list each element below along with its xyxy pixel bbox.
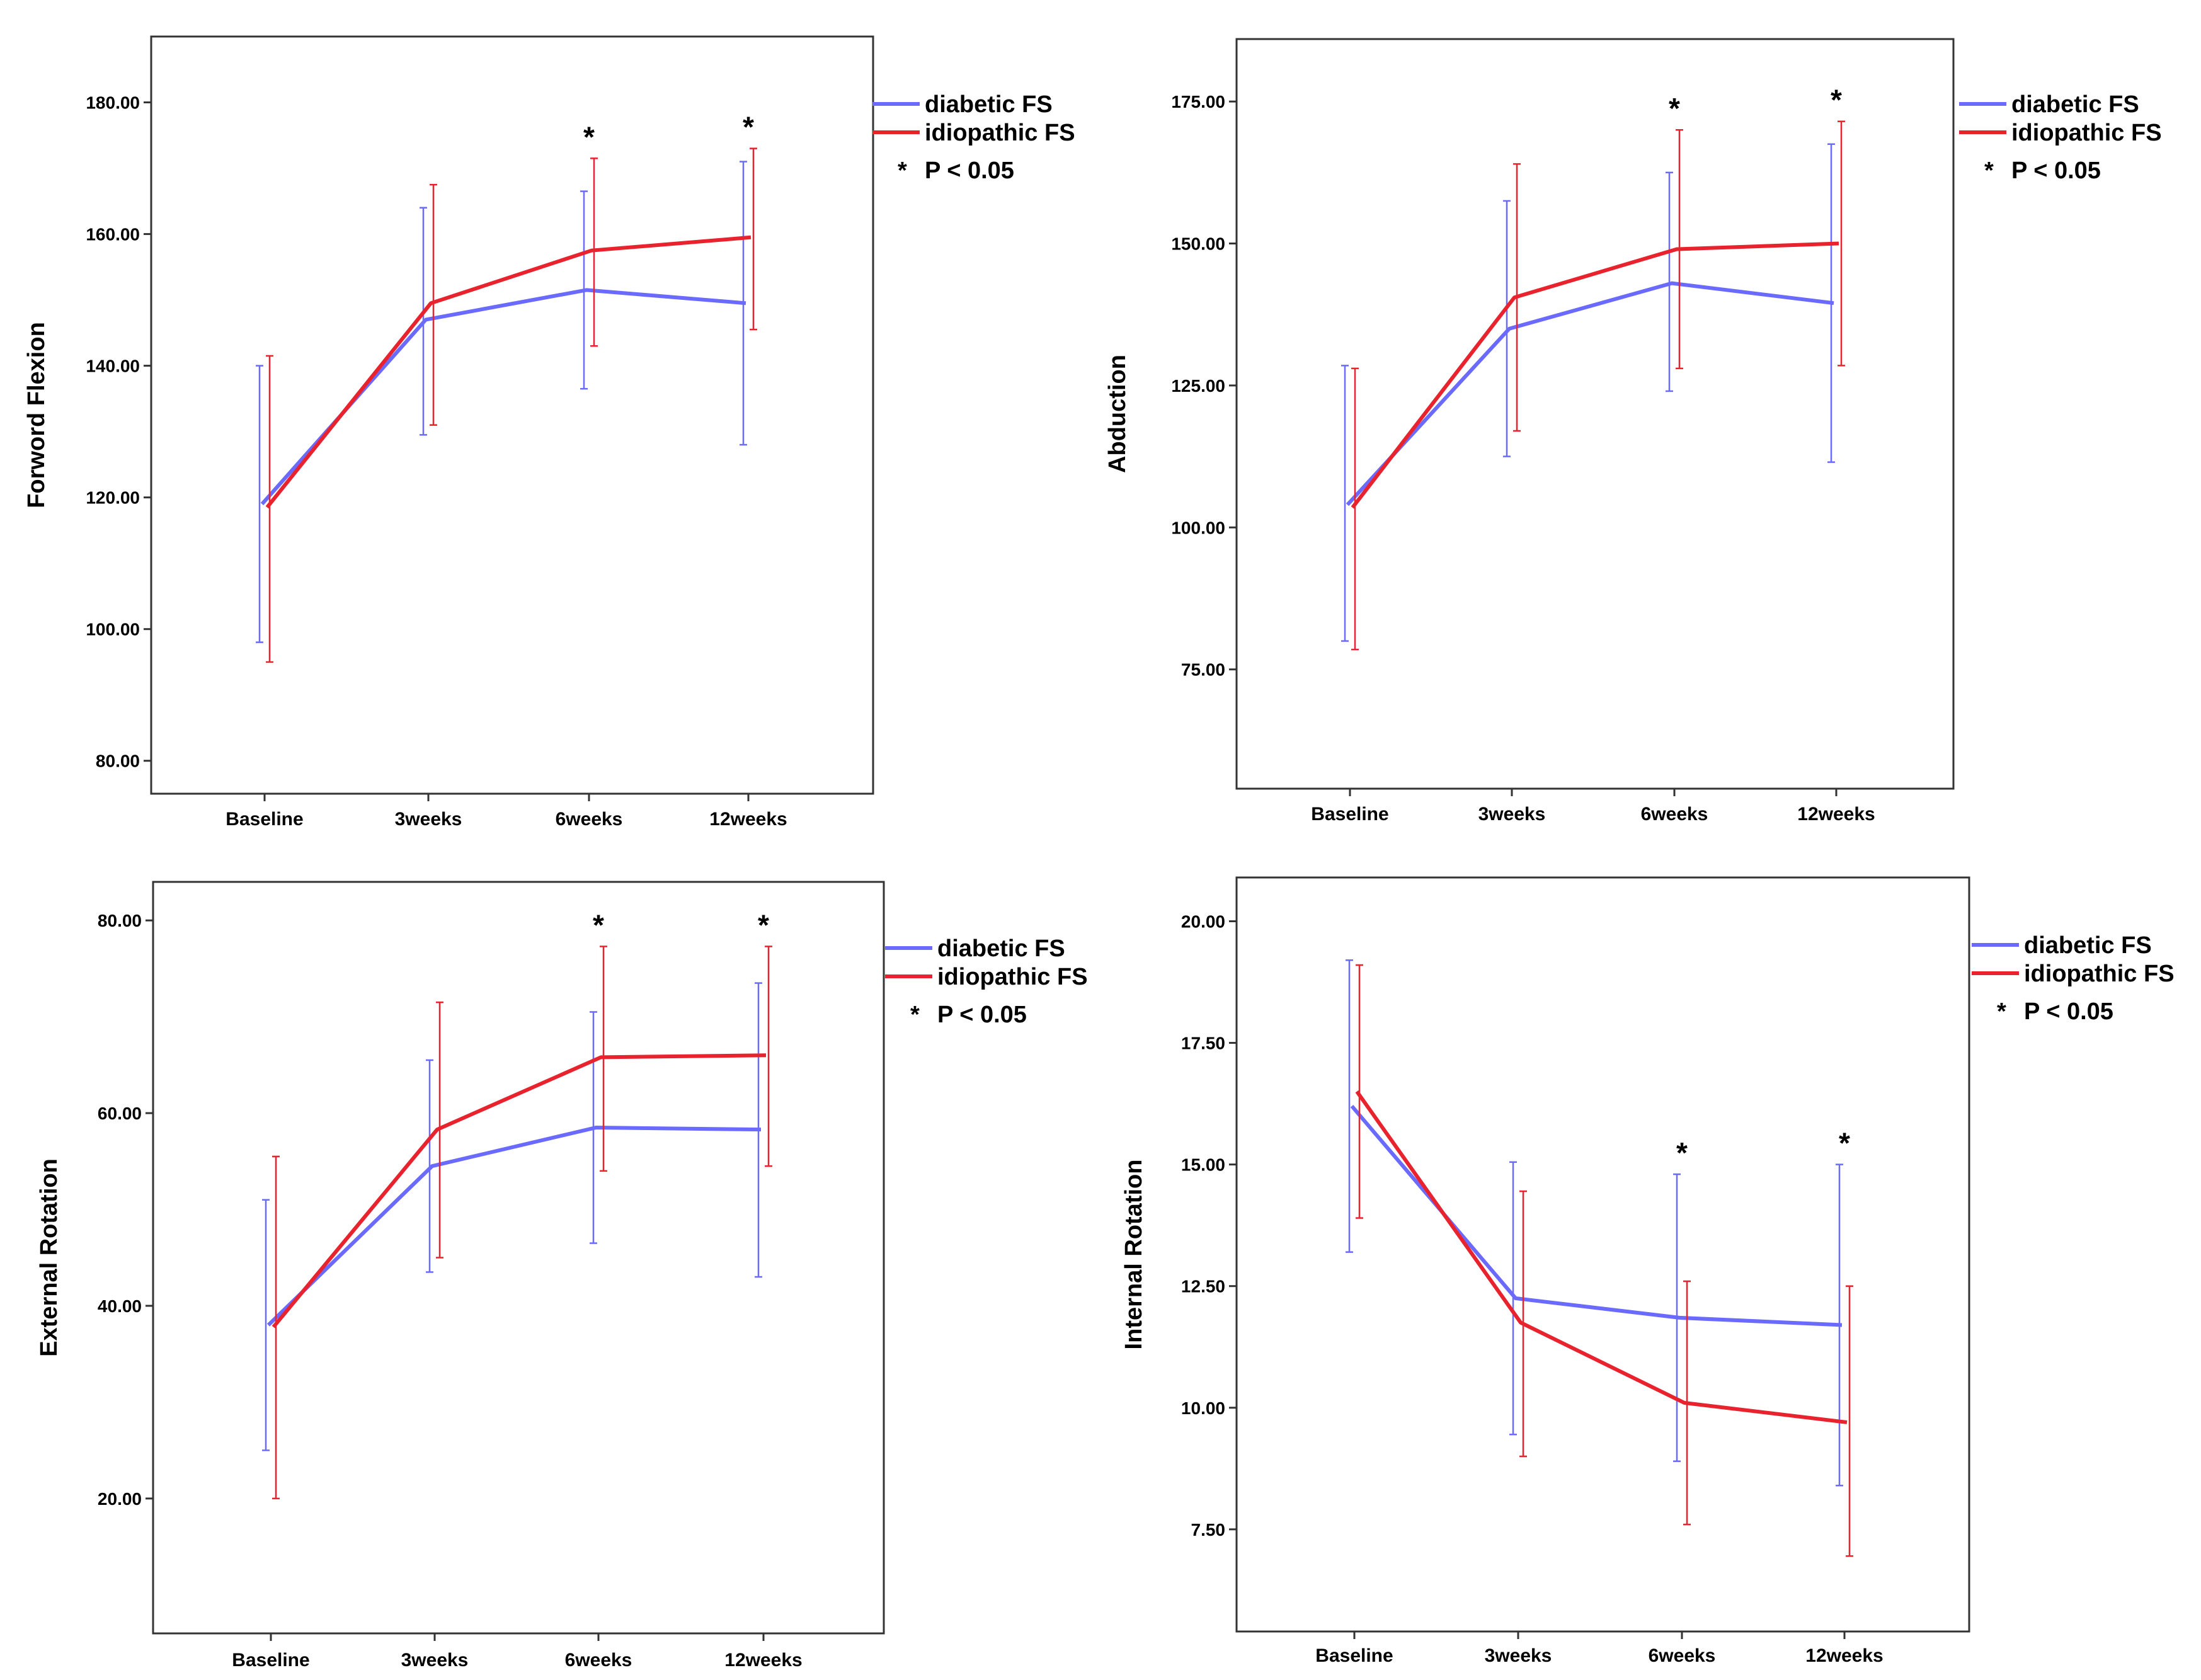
y-axis-title: Abduction [1104,355,1131,473]
y-tick-label: 80.00 [98,911,142,930]
y-tick-label: 150.00 [1171,234,1225,254]
y-tick-label: 125.00 [1171,376,1225,396]
x-category-label: 6weeks [1641,804,1708,825]
legend-note-star: * [910,1002,920,1028]
plot-frame [152,881,885,1635]
y-tick-label: 175.00 [1171,92,1225,111]
y-tick-label: 140.00 [86,357,140,376]
y-tick-label: 40.00 [98,1296,142,1316]
plot-frame [1235,38,1955,790]
legend-note-text: P < 0.05 [2011,157,2101,184]
legend-note-star: * [1984,157,1994,184]
series-line-idiopathic [1351,241,1839,509]
series-line-idiopathic [272,1053,767,1329]
y-tick-label: 20.00 [1181,912,1225,932]
legend-label-diabetic: diabetic FS [2011,91,2139,118]
chart-panel-3: 20.00 40.00 60.00 80.00 Baseline 3weeks 6weeks… [36,881,1088,1671]
significance-star: * [758,908,769,941]
y-axis-title: Internal Rotation [1121,1160,1147,1350]
y-tick-label: 160.00 [86,225,140,244]
x-category-label: 6weeks [565,1650,632,1671]
legend-note-star: * [898,157,907,184]
y-tick-label: 120.00 [86,488,140,508]
series-line-idiopathic [265,235,752,509]
y-tick-label: 60.00 [98,1104,142,1123]
significance-star: * [1676,1136,1688,1169]
significance-star: * [1669,92,1680,125]
series-line-diabetic [1346,281,1834,506]
y-tick-label: 7.50 [1191,1520,1226,1540]
significance-star: * [583,120,595,153]
legend-label-diabetic: diabetic FS [925,91,1053,118]
x-category-label: 12weeks [1797,804,1875,825]
significance-star: * [1831,84,1842,117]
x-category-label: Baseline [232,1650,309,1671]
x-category-label: 3weeks [1485,1645,1552,1666]
y-tick-label: 20.00 [98,1489,142,1509]
x-category-label: 12weeks [709,809,787,830]
x-category-label: Baseline [1311,804,1388,825]
legend-note-text: P < 0.05 [2024,998,2113,1025]
legend-note-text: P < 0.05 [937,1002,1027,1028]
x-category-label: 12weeks [724,1650,802,1671]
chart-panel-1: 80.00 100.00 120.00 140.00 160.00 180.00 Basel… [23,35,1075,830]
legend-label-idiopathic: idiopathic FS [2011,120,2162,146]
plot-frame [150,35,874,795]
significance-star: * [593,908,604,941]
x-category-label: 6weeks [1649,1645,1716,1666]
y-tick-label: 180.00 [86,93,140,113]
y-tick-label: 15.00 [1181,1155,1225,1175]
legend-label-diabetic: diabetic FS [2024,932,2152,959]
y-tick-label: 100.00 [1171,518,1225,537]
series-line-idiopathic [1355,1090,1848,1424]
y-tick-label: 100.00 [86,620,140,639]
x-category-label: 6weeks [556,809,623,830]
chart-panel-2: 75.00 100.00 125.00 150.00 175.00 Baseline 3we… [1104,38,2162,825]
series-line-diabetic [266,1126,762,1327]
chart-panel-4: 7.50 10.00 12.50 15.00 17.50 20.00 Baseline 3we… [1121,876,2175,1666]
x-category-label: 12weeks [1805,1645,1883,1666]
x-category-label: Baseline [226,809,303,830]
y-tick-label: 80.00 [96,751,140,771]
x-category-label: 3weeks [395,809,462,830]
legend-label-diabetic: diabetic FS [937,935,1065,962]
series-line-diabetic [1350,1105,1843,1327]
x-category-label: Baseline [1315,1645,1393,1666]
legend-label-idiopathic: idiopathic FS [2024,961,2175,987]
y-tick-label: 12.50 [1181,1277,1225,1296]
legend-note-star: * [1997,998,2006,1025]
legend-label-idiopathic: idiopathic FS [925,120,1075,146]
y-tick-label: 17.50 [1181,1034,1225,1053]
x-category-label: 3weeks [1478,804,1546,825]
significance-star: * [1839,1127,1850,1160]
y-axis-title: Forword Flexion [23,322,50,508]
legend-label-idiopathic: idiopathic FS [937,964,1088,990]
series-line-diabetic [260,288,746,506]
y-tick-label: 75.00 [1181,660,1225,680]
x-category-label: 3weeks [401,1650,469,1671]
y-axis-title: External Rotation [36,1158,62,1357]
plot-frame [1235,876,1970,1633]
legend-note-text: P < 0.05 [925,157,1014,184]
significance-star: * [743,111,754,144]
y-tick-label: 10.00 [1181,1398,1225,1418]
